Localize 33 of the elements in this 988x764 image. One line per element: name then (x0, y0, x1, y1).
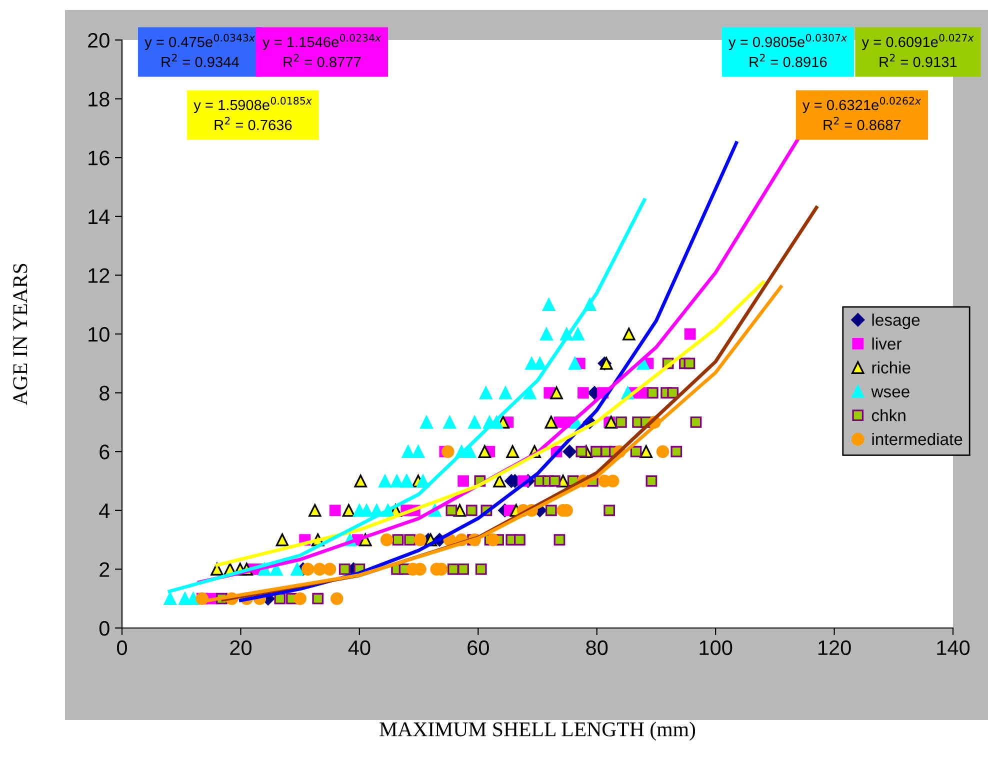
legend-label: lesage (872, 314, 920, 330)
y-tick-label: 16 (88, 150, 110, 166)
y-tick-label: 6 (100, 444, 110, 460)
x-tick-label: 40 (348, 640, 370, 656)
y-tick-label: 18 (88, 92, 110, 107)
text: y = 0.6321e$^{0.0262x}$ R$^{2}$ = 0.8687 (802, 96, 922, 130)
x-axis-title: MAXIMUM SHELL LENGTH (mm) (380, 722, 696, 741)
y-tick-label: 20 (88, 33, 110, 48)
text: y = 0.475e$^{0.0343x}$ R$^{2}$ = 0.9344 (144, 34, 256, 68)
text: y = 1.5908e$^{0.0185x}$ R$^{2}$ = 0.7636 (194, 96, 312, 130)
y-tick-label: 14 (88, 210, 110, 224)
y-tick-label: 2 (100, 562, 110, 577)
text: y = 0.6091e$^{0.027x}$ R$^{2}$ = 0.9131 (862, 34, 974, 68)
y-tick-label: 4 (99, 504, 110, 518)
y-axis-title: AGE IN YEARS (13, 264, 28, 406)
y-tick-label: 0 (99, 621, 110, 636)
x-tick-label: 100 (700, 640, 732, 656)
legend-label: intermediate (872, 432, 962, 446)
x-tick-label: 60 (468, 640, 489, 656)
text: y = 0.9805e$^{0.0307x}$ R$^{2}$ = 0.8916 (728, 34, 848, 68)
legend-label: wsee (871, 388, 910, 398)
y-tick-label: 10 (88, 327, 110, 342)
y-tick-label: 12 (88, 268, 110, 283)
y-tick-label: 8 (100, 386, 110, 401)
x-tick-label: 120 (818, 640, 851, 656)
legend-label: richie (872, 361, 910, 374)
x-tick-label: 80 (586, 640, 608, 656)
legend-label: liver (872, 337, 902, 350)
x-tick-label: 20 (230, 640, 252, 656)
x-tick-label: 140 (937, 640, 970, 656)
legend-label: chkn (872, 409, 906, 422)
text: y = 1.1546e$^{0.0234x}$ R$^{2}$ = 0.8777 (262, 34, 382, 68)
x-tick-label: 0 (117, 640, 127, 656)
